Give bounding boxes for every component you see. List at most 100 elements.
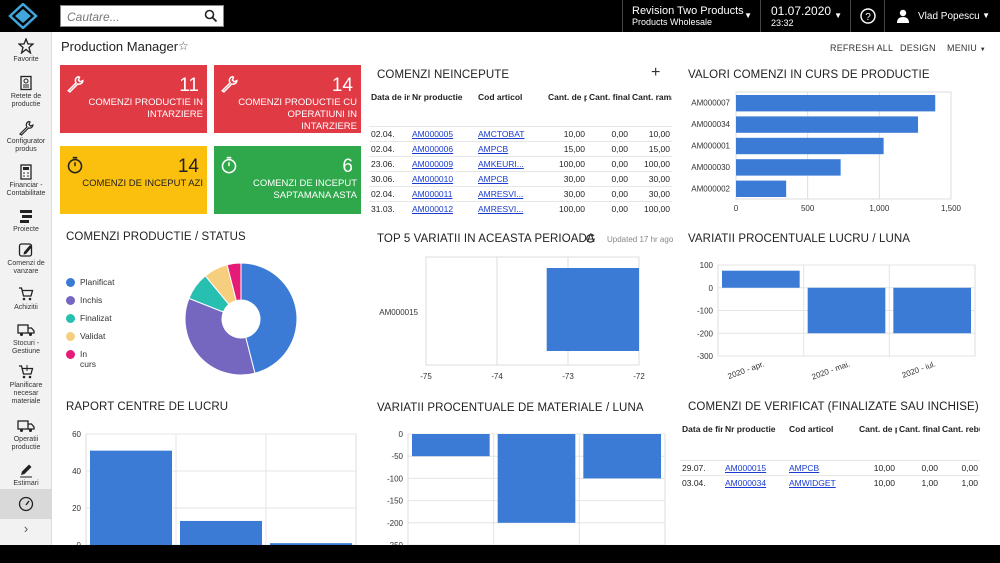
order-link[interactable]: AM000009: [410, 155, 476, 171]
bar-AM000015[interactable]: [546, 268, 639, 351]
col-header[interactable]: Data de inceput: [371, 92, 410, 102]
sidebar-item-dashboard[interactable]: [0, 489, 52, 519]
item-link[interactable]: AMWIDGET: [787, 474, 857, 490]
refresh-all-button[interactable]: REFRESH ALL: [830, 43, 894, 53]
table-row[interactable]: 30.06. AM000010 AMPCB 30,00 0,00 30,00: [369, 170, 672, 186]
item-link[interactable]: AMPCB: [787, 459, 857, 475]
sidebar-expand-button[interactable]: ›: [0, 521, 52, 543]
legend-swatch: [66, 314, 75, 323]
col-header[interactable]: Cant. rebuturi: [942, 424, 980, 434]
user-menu[interactable]: Vlad Popescu ▼: [884, 0, 1000, 32]
sidebar-item-operatii[interactable]: Operatii productie: [0, 418, 52, 452]
app-logo-icon[interactable]: [8, 3, 38, 29]
item-link[interactable]: AMRESVI...: [476, 185, 546, 201]
bar-AM000007[interactable]: [736, 95, 936, 112]
x-tick-label: 2020 - apr.: [726, 359, 765, 381]
sidebar-item-stocuri[interactable]: Stocuri - Gestiune: [0, 322, 52, 356]
user-icon: [897, 9, 909, 23]
order-link[interactable]: AM000034: [723, 474, 787, 490]
col-header[interactable]: Cod articol: [789, 424, 834, 434]
table-row[interactable]: 02.04. AM000006 AMPCB 15,00 0,00 15,00: [369, 140, 672, 156]
tile-label: COMENZI DE INCEPUT AZI: [82, 178, 203, 189]
tile-label: COMENZI PRODUCTIE CU OPERATIUNI IN INTAR…: [238, 97, 357, 132]
calculator-icon: [20, 164, 32, 180]
col-header[interactable]: Data de final: [682, 424, 723, 434]
bar-WC100[interactable]: [180, 520, 262, 545]
order-link[interactable]: AM000011: [410, 185, 476, 201]
sidebar-item-retete[interactable]: Retete de productie: [0, 75, 52, 109]
table-row[interactable]: 23.06. AM000009 AMKEURI... 100,00 0,00 100,00: [369, 155, 672, 171]
item-link[interactable]: AMPCB: [476, 140, 546, 156]
tile-comenzi-intarziere[interactable]: 11 COMENZI PRODUCTIE IN INTARZIERE: [60, 65, 207, 133]
bar-2020-apr.[interactable]: [412, 434, 490, 457]
col-header[interactable]: Cant. de produs: [548, 92, 587, 102]
star-icon: [18, 38, 34, 54]
bar-AM000030[interactable]: [736, 159, 841, 176]
item-link[interactable]: AMPCB: [476, 170, 546, 186]
bar-AM000002[interactable]: [736, 180, 787, 197]
legend-swatch: [66, 296, 75, 305]
bar-WC20[interactable]: [270, 543, 352, 545]
sidebar-item-achizitii[interactable]: Achizitii: [0, 286, 52, 312]
table-row[interactable]: 02.04. AM000005 AMCTOBAT 10,00 0,00 10,00: [369, 125, 672, 141]
bar-2020-iul.[interactable]: [893, 287, 971, 334]
bar-WC10[interactable]: [90, 450, 172, 545]
bar-2020-iul.[interactable]: [583, 434, 661, 479]
bar-AM000034[interactable]: [736, 116, 919, 133]
y-tick-label: AM000007: [691, 99, 730, 108]
sidebar: Favorite Retete de productie Configurato…: [0, 32, 52, 545]
add-icon[interactable]: +: [651, 64, 661, 81]
legend-swatch: [66, 332, 75, 341]
tile-operatiuni-intarziere[interactable]: 14 COMENZI PRODUCTIE CU OPERATIUNI IN IN…: [214, 65, 361, 133]
col-header[interactable]: Cant. finalizata: [589, 92, 630, 102]
tile-inceput-saptamana[interactable]: 6 COMENZI DE INCEPUT SAPTAMANA ASTA: [214, 146, 361, 214]
col-header[interactable]: Nr productie: [412, 92, 463, 102]
table-row[interactable]: 31.03. AM000012 AMRESVI... 100,00 0,00 100,00: [369, 200, 672, 216]
item-link[interactable]: AMRESVI...: [476, 200, 546, 216]
search-box[interactable]: Cautare...: [60, 5, 224, 27]
company-selector[interactable]: Revision Two Products Products Wholesale…: [622, 0, 760, 32]
donut-slice-in-curs[interactable]: [226, 262, 242, 302]
sidebar-item-estimari[interactable]: Estimari: [0, 462, 52, 488]
sidebar-item-vanzare[interactable]: Comenzi de vanzare: [0, 242, 52, 276]
order-link[interactable]: AM000012: [410, 200, 476, 216]
bar-2020-apr.[interactable]: [722, 270, 800, 288]
favorite-star-icon[interactable]: ☆: [178, 39, 189, 53]
sidebar-item-favorite[interactable]: Favorite: [0, 38, 52, 64]
col-header[interactable]: Cant. finalizata: [899, 424, 940, 434]
col-header[interactable]: Cant. ramasa: [632, 92, 672, 102]
item-link[interactable]: AMCTOBAT: [476, 125, 546, 141]
col-header[interactable]: Cant. de produs: [859, 424, 897, 434]
search-icon[interactable]: [204, 9, 218, 23]
sidebar-item-financiar[interactable]: Financiar - Contabilitate: [0, 164, 52, 198]
donut-slice-inchis[interactable]: [184, 297, 256, 376]
table-cell: 0,00: [587, 170, 630, 186]
bar-AM000001[interactable]: [736, 137, 884, 155]
bar-2020-mai.[interactable]: [807, 287, 886, 334]
tile-inceput-azi[interactable]: 14 COMENZI DE INCEPUT AZI: [60, 146, 207, 214]
design-button[interactable]: DESIGN: [900, 43, 936, 53]
menu-button[interactable]: MENIU ▼: [947, 43, 986, 53]
col-header[interactable]: Cod articol: [478, 92, 523, 102]
help-button[interactable]: ?: [850, 0, 884, 32]
search-input[interactable]: Cautare...: [67, 10, 120, 24]
x-tick-label: -72: [633, 372, 645, 381]
table-row[interactable]: 29.07. AM000015 AMPCB 10,00 0,00 0,00: [680, 459, 980, 475]
table-cell: 10,00: [630, 125, 672, 141]
refresh-icon[interactable]: [585, 233, 596, 244]
donut-slice-planificat[interactable]: [240, 262, 298, 374]
order-link[interactable]: AM000005: [410, 125, 476, 141]
sidebar-item-configurator[interactable]: Configurator produs: [0, 120, 52, 154]
sidebar-item-proiecte[interactable]: Proiecte: [0, 208, 52, 234]
table-row[interactable]: 03.04. AM000034 AMWIDGET 10,00 1,00 1,00: [680, 474, 980, 490]
col-header[interactable]: Nr productie: [725, 424, 776, 434]
table-cell: 15,00: [630, 140, 672, 156]
table-row[interactable]: 02.04. AM000011 AMRESVI... 30,00 0,00 30,00: [369, 185, 672, 201]
order-link[interactable]: AM000010: [410, 170, 476, 186]
order-link[interactable]: AM000006: [410, 140, 476, 156]
sidebar-item-planificare[interactable]: Planificare necesar materiale: [0, 364, 52, 406]
bar-2020-mai.[interactable]: [497, 434, 576, 523]
date-selector[interactable]: 01.07.2020 23:32 ▼: [760, 0, 850, 32]
order-link[interactable]: AM000015: [723, 459, 787, 475]
item-link[interactable]: AMKEURI...: [476, 155, 546, 171]
